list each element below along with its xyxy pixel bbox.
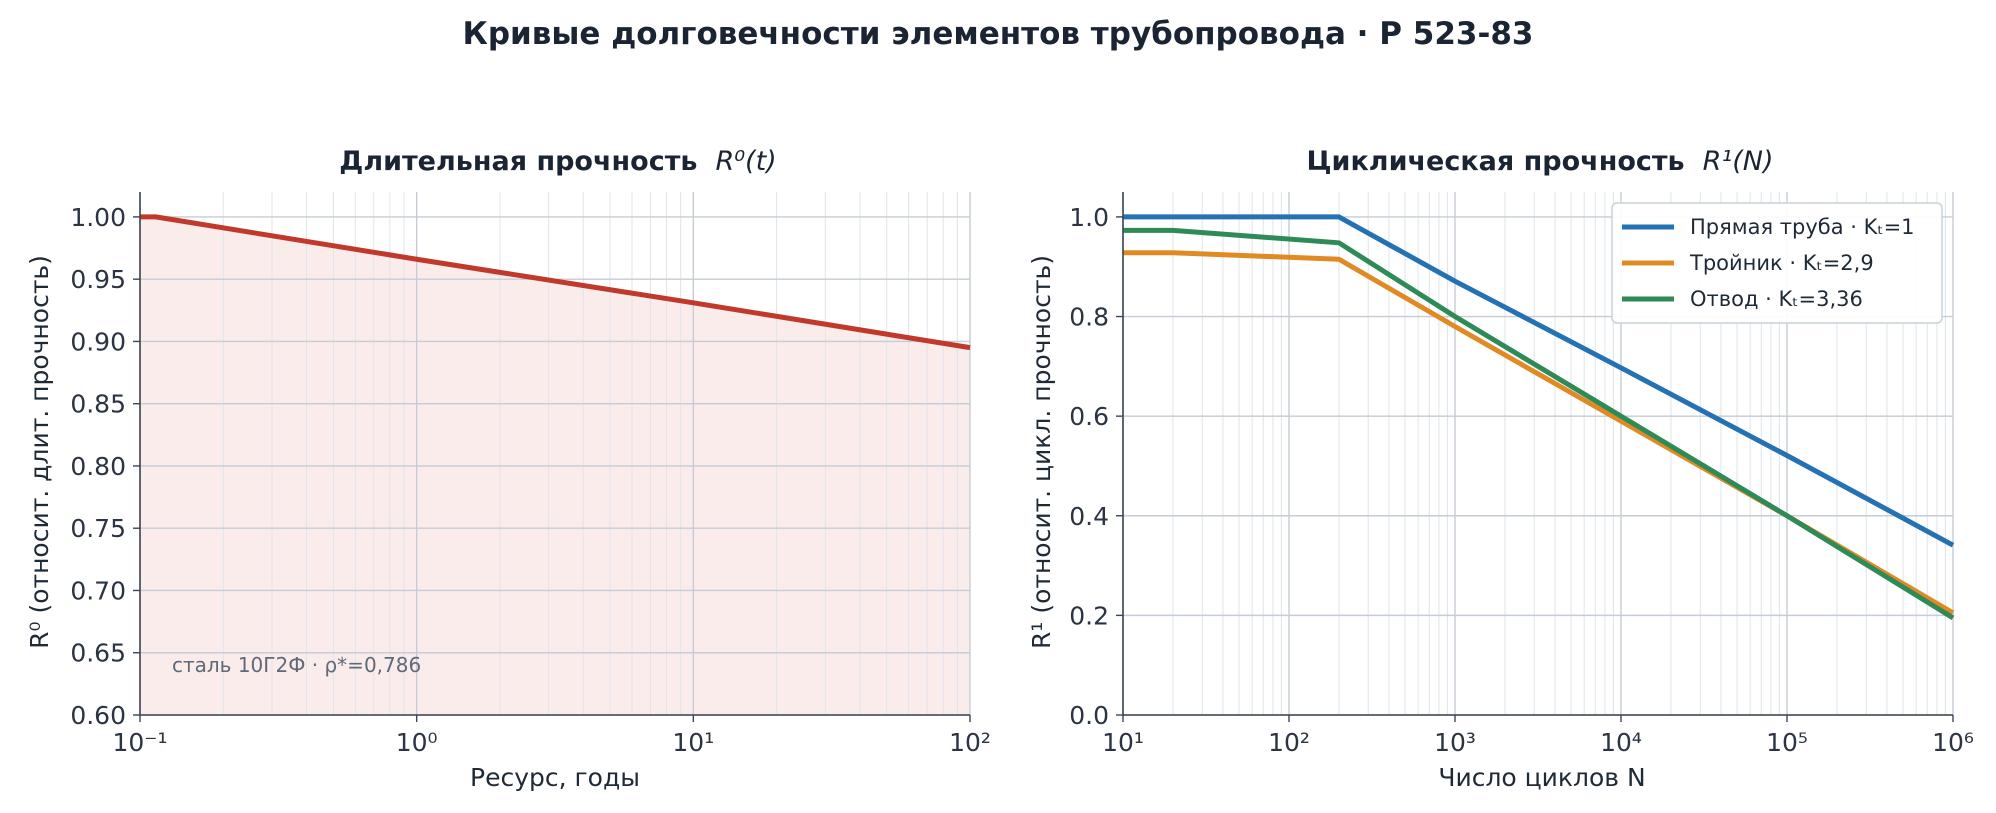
chart-right: 10¹ 10² 10³ 10⁴ 10⁵ 10⁶ 0.0 0.2 0.4 0.6 0.8 1.0 Цик… [1027, 146, 1974, 792]
legend: Прямая труба · Kₜ=1 Тройник · Kₜ=2,9 Отвод… [1611, 202, 1943, 324]
left-chart-title: Длительная прочность R⁰(t) [339, 146, 776, 177]
left-x-tick-label: 10¹ [672, 728, 714, 757]
right-y-tick-label: 0.0 [1069, 701, 1109, 730]
legend-label-1: Тройник · Kₜ=2,9 [1689, 251, 1874, 275]
right-tick-labels: 10¹ 10² 10³ 10⁴ 10⁵ 10⁶ 0.0 0.2 0.4 0.6 0.8 1.0 [1069, 203, 1974, 757]
right-y-tick-label: 0.2 [1069, 601, 1109, 630]
left-chart-title-text: Длительная прочность [339, 146, 697, 177]
left-x-tick-label: 10² [949, 728, 991, 757]
chart-left: 10⁻¹ 10⁰ 10¹ 10² 0.60 0.65 0.70 0.75 0.80 0.85 0.9… [25, 146, 991, 792]
right-x-tick-label: 10¹ [1102, 728, 1144, 757]
right-y-tick-label: 0.6 [1069, 402, 1109, 431]
left-y-tick-label: 0.70 [70, 576, 126, 605]
figure-title: Кривые долговечности элементов трубопров… [462, 16, 1534, 52]
left-series-layer [140, 214, 971, 351]
right-chart-title-text: Циклическая прочность [1307, 146, 1685, 177]
left-y-tick-label: 0.65 [70, 639, 126, 668]
right-y-axis-label: R¹ (относит. цикл. прочность) [1027, 255, 1056, 649]
right-x-tick-label: 10⁶ [1932, 728, 1974, 757]
left-y-tick-label: 0.80 [70, 452, 126, 481]
left-series-line-0 [140, 214, 971, 351]
right-series-line-2 [1123, 227, 1955, 621]
left-axes [133, 192, 971, 722]
legend-items: Прямая труба · Kₜ=1 Тройник · Kₜ=2,9 Отвод… [1622, 215, 1915, 311]
right-x-tick-label: 10⁴ [1600, 728, 1642, 757]
left-y-axis-label: R⁰ (относит. длит. прочность) [25, 255, 54, 649]
left-x-tick-label: 10⁰ [396, 728, 438, 757]
left-y-tick-label: 0.95 [70, 265, 126, 294]
left-y-tick-label: 0.75 [70, 514, 126, 543]
left-y-tick-label: 0.60 [70, 701, 126, 730]
left-x-axis-label: Ресурс, годы [470, 763, 640, 792]
left-y-tick-label: 0.90 [70, 327, 126, 356]
right-x-tick-label: 10² [1268, 728, 1310, 757]
right-x-axis-label: Число циклов N [1438, 763, 1645, 792]
left-x-tick-label: 10⁻¹ [112, 728, 167, 757]
left-annotation: сталь 10Г2Ф · ρ*=0,786 [172, 653, 421, 677]
legend-label-2: Отвод · Kₜ=3,36 [1690, 287, 1863, 311]
right-x-tick-label: 10⁵ [1766, 728, 1808, 757]
right-series-line-0 [1123, 214, 1955, 548]
left-tick-labels: 10⁻¹ 10⁰ 10¹ 10² 0.60 0.65 0.70 0.75 0.80 0.85 0.9… [70, 203, 991, 757]
right-series-layer [1123, 214, 1955, 621]
left-y-tick-label: 1.00 [70, 203, 126, 232]
left-y-tick-label: 0.85 [70, 390, 126, 419]
right-y-tick-label: 0.4 [1069, 502, 1109, 531]
right-axes [1116, 192, 1954, 722]
right-y-tick-label: 0.8 [1069, 303, 1109, 332]
right-x-tick-label: 10³ [1434, 728, 1476, 757]
left-chart-title-math: R⁰(t) [715, 146, 776, 177]
legend-box [1611, 202, 1943, 324]
right-chart-title: Циклическая прочность R¹(N) [1307, 146, 1774, 177]
right-y-tick-label: 1.0 [1069, 203, 1109, 232]
legend-label-0: Прямая труба · Kₜ=1 [1690, 215, 1915, 239]
right-chart-title-math: R¹(N) [1703, 146, 1774, 177]
